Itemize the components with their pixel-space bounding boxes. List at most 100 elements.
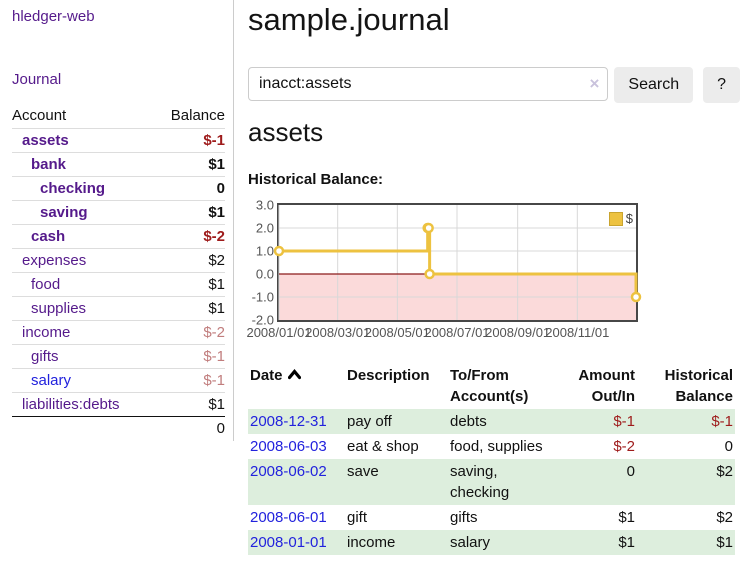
account-link[interactable]: checking [40,180,106,197]
account-balance: $-2 [203,324,225,341]
account-link[interactable]: salary [31,372,72,389]
transaction-date-link[interactable]: 2008-12-31 [250,413,327,430]
transaction-balance: $2 [716,509,733,526]
clear-search-icon[interactable]: × [589,74,600,93]
register-header-balance: Historical Balance [664,367,733,405]
historical-balance-chart: 3.0 2.0 1.0 0.0 -1.0 -2.0 $ 2008/01/01 2008/03… [246,198,740,343]
transaction-balance: $1 [716,534,733,551]
transaction-accounts: salary [450,534,491,551]
legend-label: $ [625,211,633,226]
search-button[interactable]: Search [614,67,694,103]
x-tick-label: 2008/09/01 [485,325,551,340]
account-link[interactable]: cash [31,228,66,245]
register-header-description: Description [347,367,430,384]
account-balance: $2 [208,252,225,269]
transaction-amount: 0 [626,463,635,480]
brand-link[interactable]: hledger-web [12,8,95,25]
account-balance: $1 [208,300,225,317]
register-row: 2008-06-01 gift gifts $1 $2 [248,505,735,530]
transaction-accounts: saving, checking [450,463,510,501]
transaction-amount: $-1 [613,413,635,430]
help-button[interactable]: ? [703,67,740,103]
x-tick-label: 2008/07/01 [424,325,490,340]
x-tick-label: 2008/01/01 [246,325,312,340]
y-tick-label: -1.0 [251,289,274,305]
x-tick-label: 2008/03/01 [305,325,371,340]
transaction-description: gift [347,509,368,526]
account-balance: $1 [208,156,225,173]
transaction-accounts: gifts [450,509,478,526]
transaction-accounts: food, supplies [450,438,543,455]
transaction-date-link[interactable]: 2008-06-01 [250,509,327,526]
account-balance: $-1 [203,348,225,365]
transaction-date-link[interactable]: 2008-01-01 [250,534,327,551]
register-table: Date Description To/From Account(s) Amou… [248,363,735,555]
account-row: income $-2 [12,320,225,345]
account-balance: $-2 [203,228,225,245]
account-link[interactable]: gifts [31,348,59,365]
account-row: cash $-2 [12,224,225,249]
account-link[interactable]: assets [22,132,69,149]
transaction-amount: $1 [618,534,635,551]
account-link[interactable]: income [22,324,71,341]
accounts-table-body: assets $-1 bank $1 checking 0 saving $1 … [12,128,225,417]
accounts-header-balance: Balance [170,107,225,124]
account-row: food $1 [12,272,225,297]
transaction-balance: $-1 [711,413,733,430]
accounts-header-account: Account [12,107,67,124]
account-row: gifts $-1 [12,344,225,369]
account-row: liabilities:debts $1 [12,392,225,417]
account-balance: $1 [208,396,225,413]
register-row: 2008-12-31 pay off debts $-1 $-1 [248,409,735,434]
chart-plot-area: $ [273,203,642,322]
account-heading: assets [248,117,324,147]
register-header-accounts: To/From Account(s) [450,367,529,405]
sort-ascending-icon [287,369,301,380]
account-link[interactable]: saving [40,204,88,221]
account-link[interactable]: supplies [31,300,87,317]
account-row: supplies $1 [12,296,225,321]
search-input[interactable] [248,67,609,101]
transaction-amount: $1 [618,509,635,526]
account-link[interactable]: bank [31,156,67,173]
account-row: saving $1 [12,200,225,225]
balance-chart-svg [273,205,642,320]
transaction-date-link[interactable]: 2008-06-03 [250,438,327,455]
account-row: assets $-1 [12,128,225,153]
transaction-amount: $-2 [613,438,635,455]
account-balance: $-1 [203,132,225,149]
account-row: bank $1 [12,152,225,177]
chart-legend: $ [608,211,633,226]
account-balance: $-1 [203,372,225,389]
account-row: salary $-1 [12,368,225,393]
y-tick-label: 3.0 [255,197,274,213]
accounts-total-value: 0 [153,416,225,440]
y-tick-label: 2.0 [255,220,274,236]
accounts-table: Account Balance assets $-1 bank $1 check… [12,103,225,440]
transaction-date-link[interactable]: 2008-06-02 [250,463,327,480]
chart-title: Historical Balance: [248,171,384,188]
x-tick-label: 2008/05/01 [364,325,430,340]
sidebar-item-journal[interactable]: Journal [12,71,62,88]
transaction-description: eat & shop [347,438,419,455]
search-bar: × Search ? [248,67,740,103]
transaction-balance: 0 [724,438,733,455]
transaction-description: pay off [347,413,392,430]
account-link[interactable]: liabilities:debts [22,396,120,413]
account-link[interactable]: food [31,276,61,293]
accounts-total-row: 0 [12,416,225,440]
account-balance: 0 [216,180,225,197]
register-row: 2008-06-03 eat & shop food, supplies $-2… [248,434,735,459]
y-tick-label: 0.0 [255,266,274,282]
register-row: 2008-01-01 income salary $1 $1 [248,530,735,555]
register-header-amount: Amount Out/In [578,367,635,405]
register-header-date[interactable]: Date [248,363,345,409]
page-title: sample.journal [248,2,450,37]
sidebar: hledger-web Journal Account Balance asse… [0,0,234,441]
legend-swatch-icon [608,211,623,226]
account-link[interactable]: expenses [22,252,87,269]
transaction-description: income [347,534,396,551]
transaction-description: save [347,463,379,480]
y-tick-label: -2.0 [251,312,274,328]
y-tick-label: 1.0 [255,243,274,259]
